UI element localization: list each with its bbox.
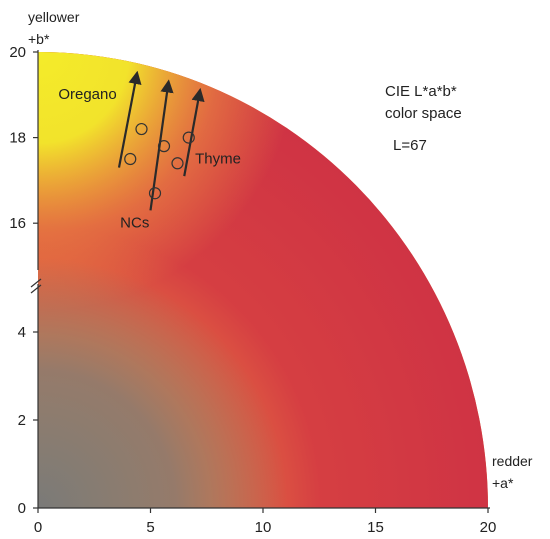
chart-title: CIE L*a*b* — [385, 83, 457, 100]
quadrant-neutral-layer — [38, 52, 488, 508]
x-axis-end-label-line1: redder — [492, 453, 533, 469]
data-point — [171, 157, 184, 170]
trend-arrow — [149, 79, 174, 211]
y-tick-label: 20 — [9, 44, 26, 61]
trend-arrow — [117, 70, 142, 168]
y-tick-label: 4 — [18, 324, 26, 341]
tick-marks: 0 5 10 15 20 0 2 4 16 18 20 — [9, 44, 496, 536]
x-axis-end-label-line2: +a* — [492, 475, 514, 491]
data-point — [182, 131, 195, 144]
annotation-label: Oregano — [58, 86, 116, 103]
axis-break-mark-1 — [30, 278, 42, 288]
annotation-label: NCs — [120, 214, 149, 231]
x-tick-label: 20 — [480, 519, 497, 536]
y-axis-end-label-line2: +b* — [28, 31, 50, 47]
y-tick-label: 16 — [9, 215, 26, 232]
y-tick-label: 18 — [9, 130, 26, 147]
y-axis-end-label-line1: yellower — [28, 9, 80, 25]
x-tick-label: 15 — [367, 519, 384, 536]
x-tick-label: 10 — [255, 519, 272, 536]
x-tick-label: 5 — [146, 519, 154, 536]
data-point — [148, 187, 162, 200]
y-tick-label: 2 — [18, 412, 26, 429]
color-quadrant — [38, 52, 488, 508]
axes — [30, 50, 490, 509]
axis-break-mark-2 — [30, 284, 42, 294]
data-points: Oregano Thyme NCs — [58, 86, 241, 231]
lightness-label: L=67 — [393, 137, 427, 154]
data-point — [135, 122, 148, 136]
data-point — [124, 152, 137, 166]
data-point — [157, 140, 171, 153]
y-tick-label: 0 — [18, 500, 26, 517]
x-tick-label: 0 — [34, 519, 42, 536]
annotation-label: Thyme — [195, 150, 241, 167]
chart-subtitle: color space — [385, 105, 462, 122]
